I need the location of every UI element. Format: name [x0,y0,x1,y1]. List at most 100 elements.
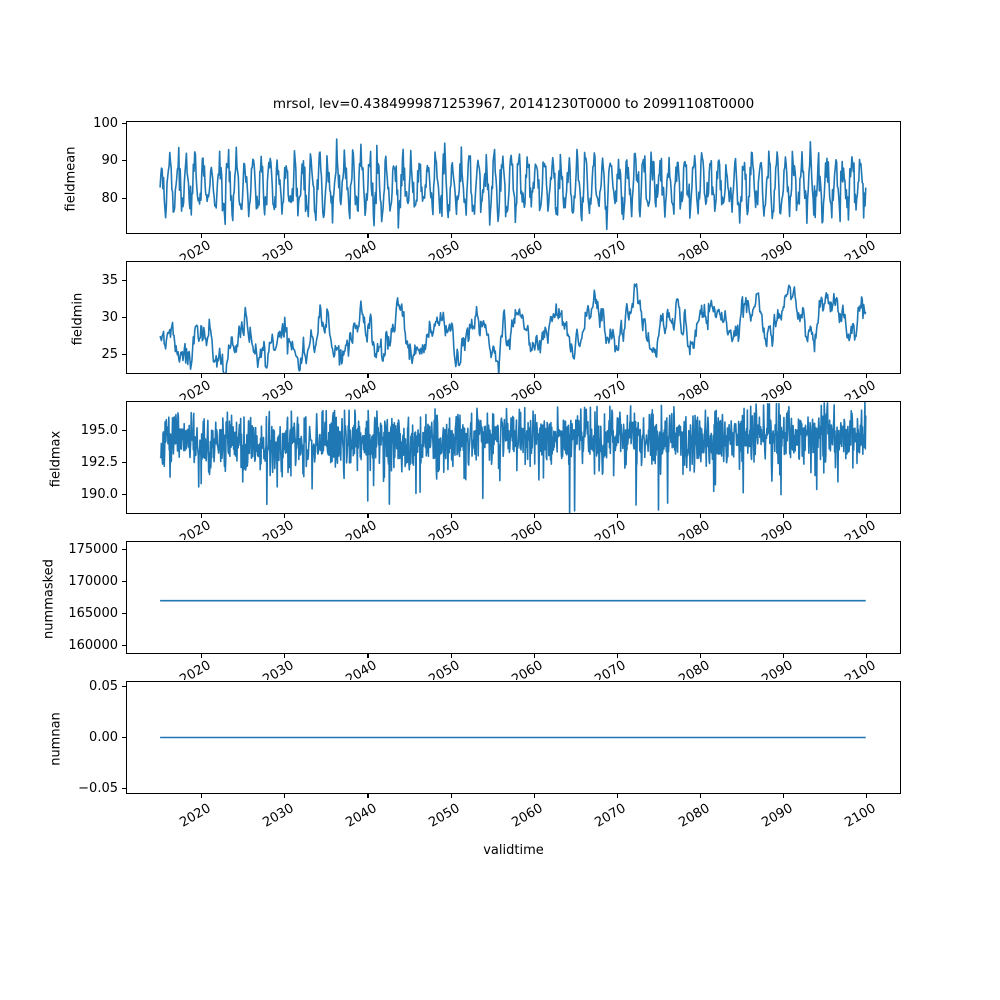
x-tick-labels: 2020 2030 2040 2050 2060 2070 2080 2090 2100 [126,795,941,850]
y-tick-label: 190.0 [80,487,118,503]
plot-canvas-fieldmin [159,283,867,373]
x-tick-label: 2100 [842,238,879,260]
x-tick-mark [616,234,618,238]
plot-canvas-nummasked [160,599,866,602]
x-tick-label: 2030 [260,238,297,260]
x-tick-mark [533,794,535,798]
x-tick-label: 2070 [592,238,629,260]
x-tick-mark [866,514,868,518]
x-tick-mark [284,234,286,238]
x-tick-label: 2090 [759,658,796,680]
x-tick-mark [616,794,618,798]
x-tick-label: 2020 [177,238,214,260]
x-tick-mark [533,514,535,518]
y-tick-label: 100 [93,115,118,131]
y-tick-label: 0.00 [89,730,118,745]
x-tick-mark [201,514,203,518]
y-axis-label-fieldmax: fieldmax [48,430,64,487]
x-tick-mark [450,794,452,798]
x-tick-mark [866,374,868,378]
y-tick-label: 170000 [68,573,118,589]
series-line-fieldmean [159,138,867,231]
x-tick-label: 2030 [260,518,297,540]
y-tick-mark [122,462,126,464]
x-tick-mark [533,234,535,238]
y-tick-label: 175000 [68,541,118,557]
y-tick-mark [122,613,126,615]
y-tick-label: 35 [101,272,118,288]
x-tick-mark [700,234,702,238]
x-tick-mark [367,654,369,658]
x-tick-labels-clipped: 2020 2030 2040 2050 2060 2070 2080 2090 2100 [126,515,941,540]
x-tick-mark [450,514,452,518]
x-tick-mark [700,374,702,378]
x-tick-label: 2050 [426,518,463,540]
y-axis-label-numnan: numnan [48,711,64,766]
x-tick-mark [450,374,452,378]
x-tick-label: 2020 [177,518,214,540]
y-tick-label: 165000 [68,606,118,622]
x-tick-label: 2040 [343,238,380,260]
y-tick-mark [122,548,126,550]
x-tick-mark [783,374,785,378]
x-tick-label: 2080 [675,658,713,680]
y-tick-mark [122,429,126,432]
y-tick-label: 0.05 [89,679,118,695]
x-tick-mark [866,234,868,238]
y-tick-mark [122,686,126,688]
subplot-numnan: −0.05 0.00 0.05 numnan [49,679,901,798]
y-tick-mark [122,197,126,199]
y-tick-mark [122,787,126,789]
x-tick-mark [783,514,785,518]
x-tick-mark [866,794,868,798]
x-tick-mark [284,654,286,658]
y-tick-mark [122,122,126,124]
x-tick-label: 2100 [842,378,879,400]
y-tick-label: 80 [101,190,118,206]
x-tick-mark [201,654,203,658]
x-tick-mark [616,514,618,518]
y-tick-mark [122,279,126,281]
x-tick-mark [700,514,702,518]
x-tick-mark [367,374,369,378]
x-tick-label: 2060 [509,238,546,260]
x-tick-labels-clipped: 2020 2030 2040 2050 2060 2070 2080 2090 2100 [126,375,941,400]
x-tick-label: 2040 [343,518,380,540]
x-tick-mark [783,234,785,238]
y-tick-mark [122,316,126,319]
x-tick-label: 2070 [592,658,629,680]
y-tick-label: 192.5 [80,455,118,471]
x-tick-mark [616,374,618,378]
series-line-fieldmin [159,283,867,373]
x-tick-label: 2090 [759,518,796,540]
plot-canvas-fieldmax [159,402,867,513]
x-tick-mark [284,514,286,518]
subplot-nummasked: 160000 165000 170000 175000 nummasked [41,541,901,658]
y-tick-mark [122,645,126,647]
x-tick-mark [700,794,702,798]
x-tick-label: 2060 [509,378,546,400]
x-tick-label: 2030 [260,658,297,680]
y-tick-label: 195.0 [80,423,118,438]
x-tick-label: 2050 [426,238,463,260]
x-tick-mark [533,374,535,378]
x-tick-label: 2080 [675,378,713,400]
x-tick-mark [367,794,369,798]
y-tick-mark [122,736,126,739]
x-tick-label: 2090 [759,238,796,260]
x-tick-mark [533,654,535,658]
y-tick-label: −0.05 [78,780,118,796]
x-tick-mark [201,374,203,378]
x-tick-label: 2080 [675,238,713,260]
y-tick-mark [122,494,126,496]
x-tick-mark [284,374,286,378]
x-tick-mark [367,514,369,518]
x-tick-mark [450,234,452,238]
y-tick-label: 30 [101,310,118,325]
x-tick-label: 2100 [842,518,879,540]
x-tick-label: 2060 [509,658,546,680]
y-tick-mark [122,580,126,582]
y-axis-label-fieldmin: fieldmin [70,292,86,345]
x-tick-label: 2060 [509,518,546,540]
